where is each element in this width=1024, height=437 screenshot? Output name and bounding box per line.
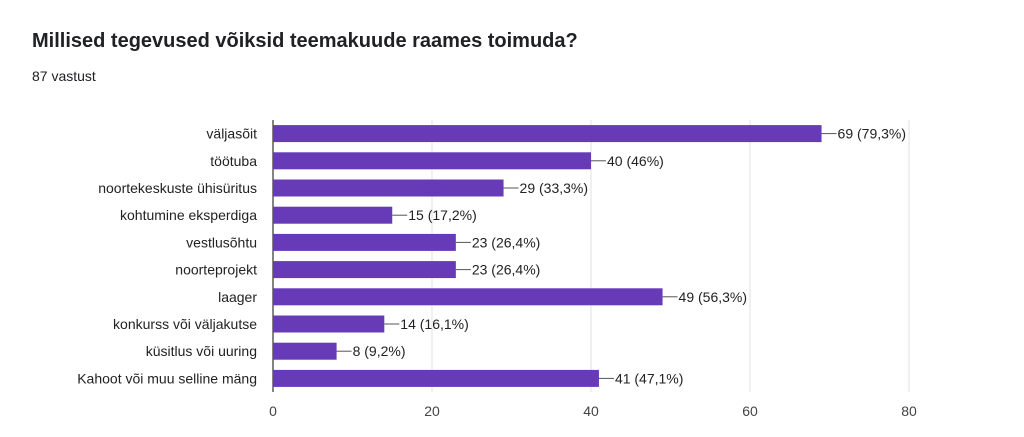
bar[interactable] [273, 369, 599, 387]
data-label: 14 (16,1%) [400, 316, 468, 332]
bar[interactable] [273, 206, 393, 224]
category-label: laager [218, 289, 257, 305]
question-title: Millised tegevused võiksid teemakuude ra… [32, 30, 578, 52]
category-label: küsitlus või uuring [146, 343, 257, 359]
data-label: 8 (9,2%) [353, 343, 406, 359]
bar[interactable] [273, 315, 385, 333]
category-label: noorteprojekt [175, 262, 257, 278]
bar[interactable] [273, 233, 456, 251]
data-label: 49 (56,3%) [679, 289, 747, 305]
bar[interactable] [273, 152, 591, 170]
bars: 69 (79,3%) 40 (46%) 29 (33,3%) 15 (17,2%) 23… [273, 125, 906, 387]
x-tick-label: 80 [901, 403, 917, 419]
data-label: 23 (26,4%) [472, 262, 540, 278]
bar[interactable] [273, 288, 663, 306]
category-label: vestlusõhtu [186, 234, 257, 250]
bar[interactable] [273, 179, 504, 197]
x-tick-label: 60 [742, 403, 758, 419]
x-tick-label: 40 [583, 403, 599, 419]
bar[interactable] [273, 261, 456, 279]
bar[interactable] [273, 342, 337, 360]
data-label: 23 (26,4%) [472, 234, 540, 250]
data-label: 69 (79,3%) [838, 126, 906, 142]
category-label: töötuba [210, 153, 257, 169]
category-label: väljasõit [206, 126, 257, 142]
data-label: 29 (33,3%) [520, 180, 588, 196]
response-count: 87 vastust [32, 68, 96, 84]
x-tick-label: 20 [424, 403, 440, 419]
category-label: kohtumine eksperdiga [120, 207, 257, 223]
category-label: noortekeskuste ühisüritus [98, 180, 257, 196]
bar[interactable] [273, 125, 822, 143]
axes: 0 20 40 60 80 väljasõit töötuba noortekeskuste … [77, 126, 917, 419]
category-label: Kahoot või muu selline mäng [77, 370, 257, 386]
data-label: 15 (17,2%) [408, 207, 476, 223]
x-tick-label: 0 [269, 403, 277, 419]
data-label: 40 (46%) [607, 153, 664, 169]
category-label: konkurss või väljakutse [113, 316, 257, 332]
data-label: 41 (47,1%) [615, 370, 683, 386]
